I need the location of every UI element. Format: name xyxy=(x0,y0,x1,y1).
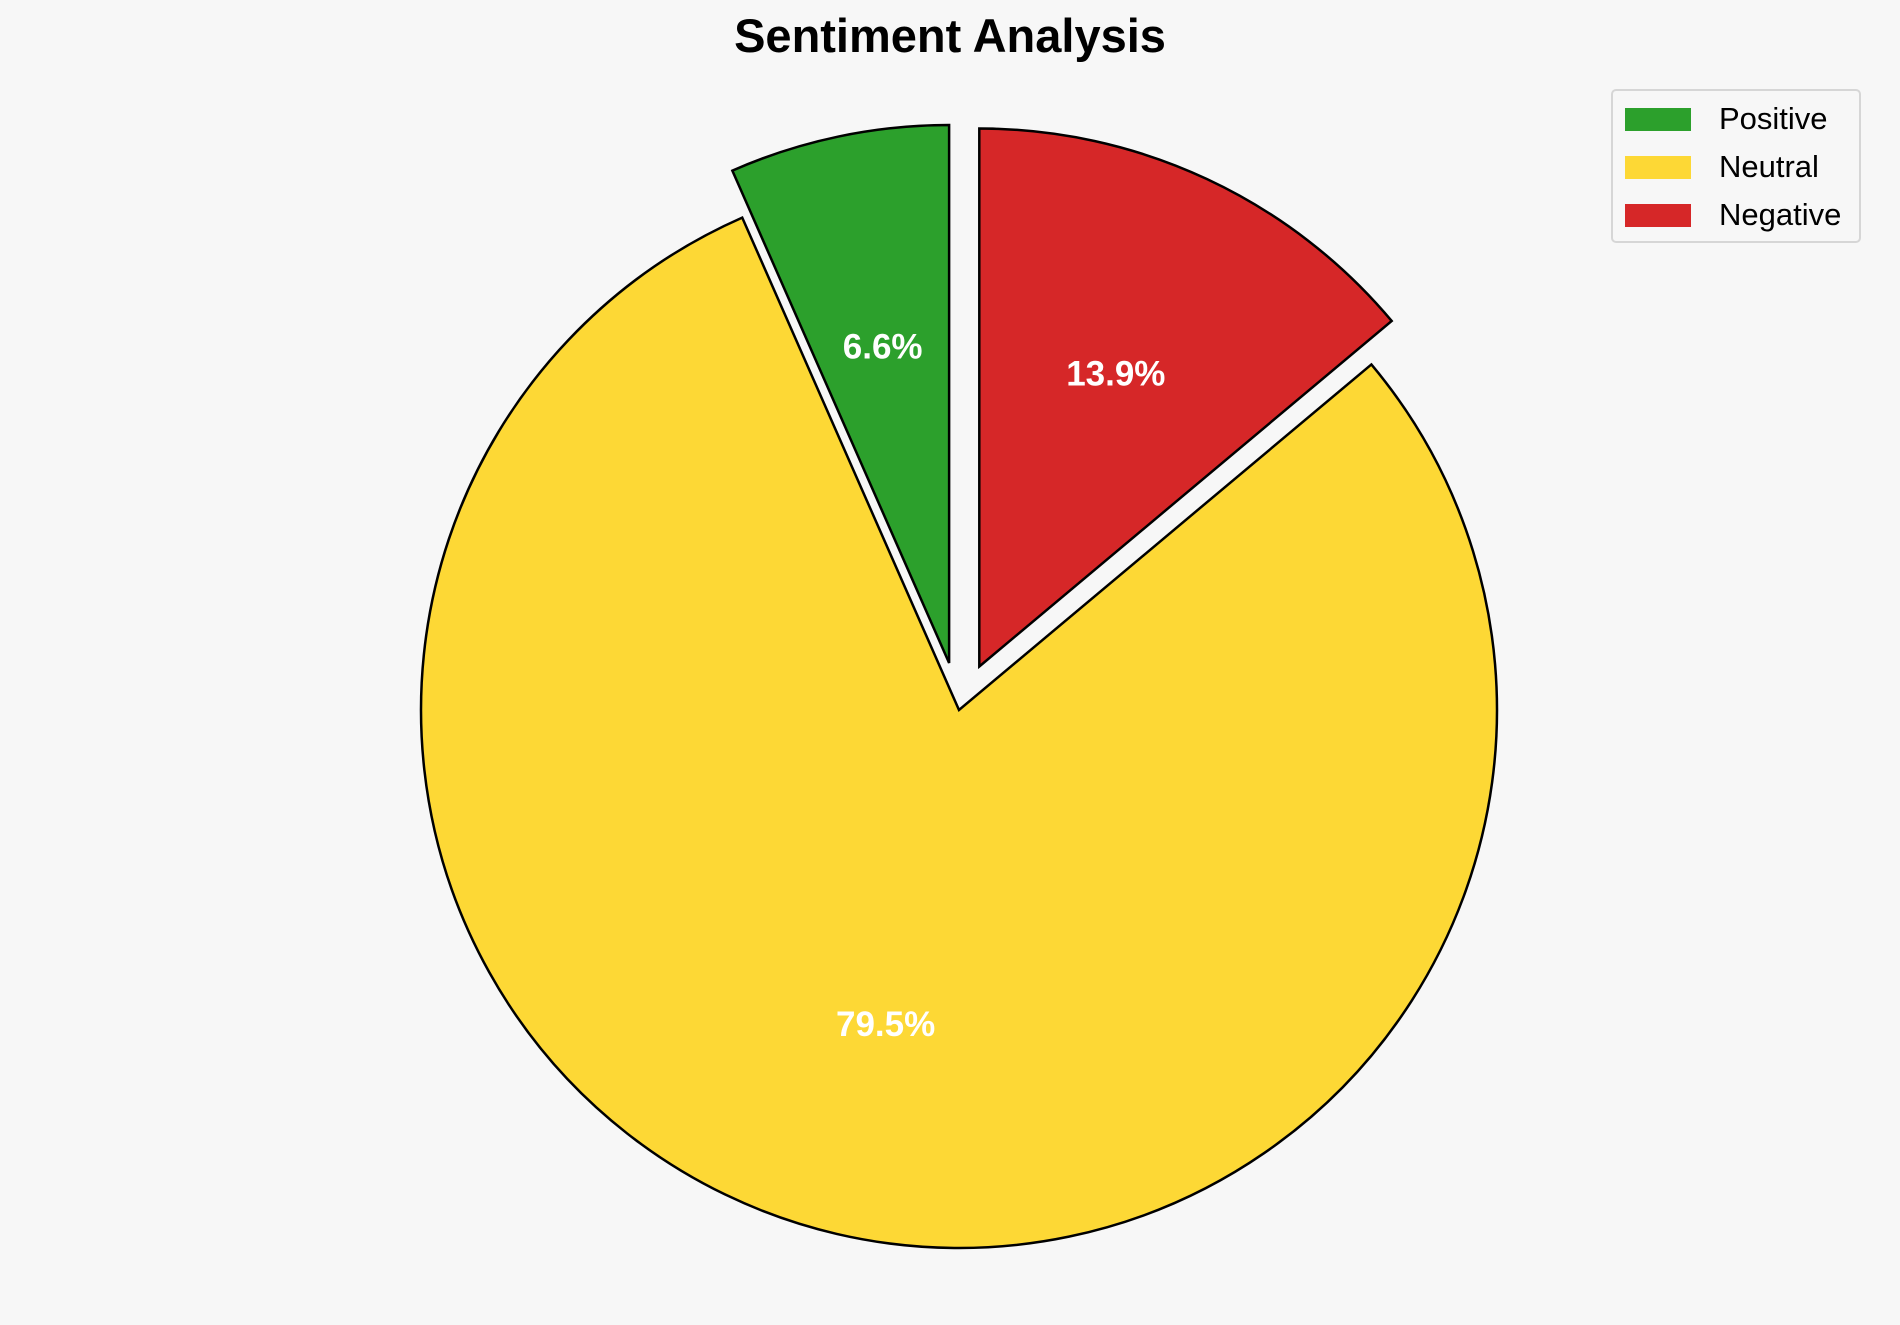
legend-label-negative: Negative xyxy=(1719,197,1842,232)
legend-item-negative: Negative xyxy=(1625,197,1841,233)
legend-item-positive: Positive xyxy=(1625,101,1828,137)
slice-label-negative: 13.9% xyxy=(1066,354,1165,393)
pie-slice-positive xyxy=(730,123,951,664)
legend-label-neutral: Neutral xyxy=(1719,149,1819,184)
pie-slices xyxy=(419,123,1499,1250)
legend-item-neutral: Neutral xyxy=(1625,149,1819,185)
legend-swatch-neutral xyxy=(1625,155,1691,179)
pie-slice-labels: 6.6% 79.5% 13.9% xyxy=(836,328,1165,1044)
pie-slice-neutral xyxy=(419,215,1499,1250)
pie-slice-negative xyxy=(978,127,1394,670)
legend-swatch-positive xyxy=(1625,107,1691,131)
chart-title: Sentiment Analysis xyxy=(734,9,1166,62)
legend-label-positive: Positive xyxy=(1719,101,1828,136)
slice-label-neutral: 79.5% xyxy=(836,1005,935,1044)
legend: Positive Neutral Negative xyxy=(1611,89,1861,243)
slice-label-positive: 6.6% xyxy=(843,328,923,367)
legend-swatch-negative xyxy=(1625,203,1691,227)
